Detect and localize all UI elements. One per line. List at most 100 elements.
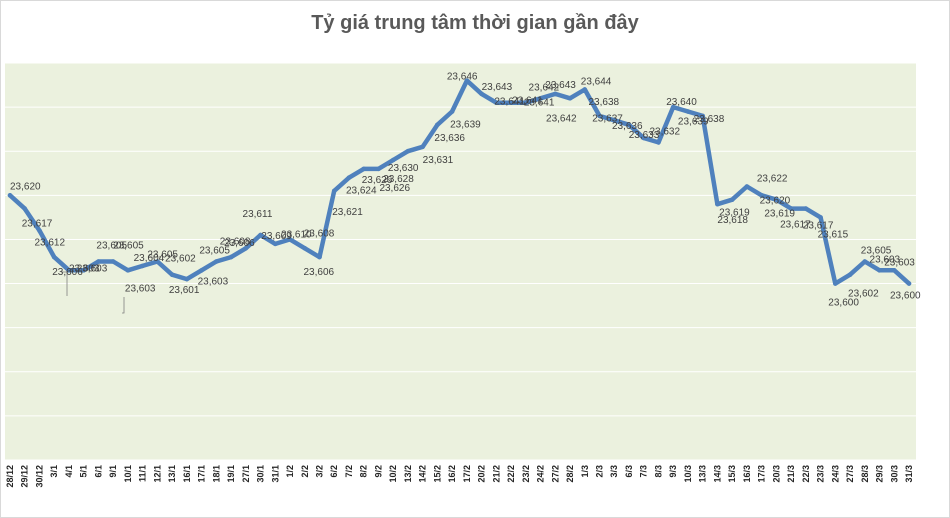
- data-label: 23,603: [884, 257, 915, 268]
- x-tick-label: 16/2: [447, 465, 457, 483]
- data-point: [243, 245, 249, 251]
- data-point: [51, 254, 57, 260]
- data-label: 23,610: [281, 229, 312, 240]
- data-label: 23,626: [362, 175, 393, 186]
- data-label: 23,640: [666, 97, 697, 108]
- data-point: [862, 259, 868, 264]
- x-tick-label: 21/3: [786, 465, 796, 483]
- data-label: 23,602: [848, 289, 879, 300]
- x-tick-label: 28/3: [860, 465, 870, 483]
- x-tick-label: 21/2: [491, 465, 501, 483]
- x-tick-label: 20/2: [477, 465, 487, 483]
- data-label: 23,600: [828, 298, 859, 309]
- x-tick-label: 31/1: [270, 465, 280, 483]
- x-tick-label: 7/3: [639, 465, 649, 478]
- x-tick-label: 6/3: [624, 465, 634, 478]
- data-point: [906, 281, 912, 286]
- data-label: 23,608: [220, 236, 251, 247]
- x-tick-label: 2/2: [300, 465, 310, 478]
- x-tick-label: 5/1: [79, 465, 89, 478]
- data-point: [228, 254, 234, 260]
- x-tick-label: 3/2: [314, 465, 324, 478]
- data-point: [66, 268, 72, 273]
- data-point: [729, 197, 735, 203]
- data-point: [96, 259, 101, 264]
- data-label: 23,605: [147, 250, 178, 261]
- data-label: 23,603: [870, 254, 901, 265]
- data-point: [184, 276, 190, 282]
- data-label: 23,643: [482, 82, 513, 93]
- x-tick-label: 22/2: [506, 465, 516, 483]
- data-label: 23,619: [719, 208, 750, 219]
- data-point: [405, 148, 411, 154]
- data-point: [140, 263, 145, 269]
- x-tick-label: 10/2: [388, 465, 398, 483]
- x-tick-label: 29/12: [20, 465, 30, 488]
- x-tick-label: 17/2: [462, 465, 472, 483]
- label-leader-line: [122, 297, 125, 314]
- data-label: 23,606: [224, 238, 255, 249]
- data-point: [788, 206, 794, 211]
- x-tick-label: 18/1: [211, 465, 221, 483]
- x-tick-label: 20/3: [771, 465, 781, 483]
- x-tick-label: 1/3: [580, 465, 590, 478]
- data-point: [258, 232, 263, 238]
- x-tick-label: 3/3: [609, 465, 619, 478]
- data-point: [464, 78, 470, 83]
- data-point: [494, 100, 499, 105]
- data-point: [287, 237, 293, 242]
- x-tick-label: 27/3: [845, 465, 855, 483]
- data-point: [169, 272, 175, 278]
- x-tick-label: 23/3: [816, 465, 826, 483]
- data-point: [656, 140, 661, 145]
- data-point: [214, 259, 219, 264]
- data-label: 23,609: [261, 231, 292, 242]
- x-tick-label: 29/3: [875, 465, 885, 483]
- data-point: [361, 166, 367, 172]
- x-tick-label: 10/1: [123, 465, 133, 483]
- data-point: [803, 206, 809, 211]
- data-label: 23,638: [694, 114, 725, 125]
- data-point: [420, 144, 425, 150]
- data-point: [523, 100, 529, 105]
- data-point: [744, 184, 750, 189]
- data-point: [508, 100, 514, 105]
- data-label: 23,603: [125, 283, 156, 294]
- x-tick-label: 13/1: [167, 465, 177, 483]
- x-tick-label: 3/1: [49, 465, 59, 478]
- data-label: 23,641: [512, 96, 543, 107]
- data-label: 23,605: [861, 246, 892, 257]
- data-label: 23,641: [524, 98, 555, 109]
- data-label: 23,602: [165, 254, 196, 265]
- data-label: 23,620: [760, 195, 791, 206]
- data-label: 23,617: [780, 220, 811, 231]
- data-point: [891, 268, 897, 273]
- data-point: [376, 166, 381, 172]
- label-leader-lines: [61, 271, 125, 314]
- data-label: 23,639: [678, 117, 709, 128]
- data-label: 23,618: [717, 215, 748, 226]
- x-tick-label: 24/3: [830, 465, 840, 483]
- data-label: 23,605: [96, 241, 127, 252]
- data-label: 23,612: [34, 238, 65, 249]
- data-point: [81, 268, 86, 273]
- data-point: [390, 157, 396, 163]
- x-tick-label: 15/2: [432, 465, 442, 483]
- data-point: [110, 259, 116, 264]
- x-tick-label: 6/2: [329, 465, 339, 478]
- data-point: [199, 268, 204, 273]
- data-point: [552, 91, 558, 97]
- data-point: [847, 272, 853, 278]
- data-label: 23,603: [198, 276, 229, 287]
- data-point: [670, 104, 676, 110]
- data-label: 23,644: [581, 76, 612, 87]
- x-tick-label: 4/1: [64, 465, 74, 478]
- data-point: [818, 215, 823, 220]
- data-label: 23,615: [818, 229, 849, 240]
- data-point: [346, 175, 352, 180]
- data-label: 23,636: [434, 133, 465, 144]
- data-label: 23,638: [589, 97, 620, 108]
- data-point: [715, 201, 720, 207]
- x-tick-label: 9/2: [373, 465, 383, 478]
